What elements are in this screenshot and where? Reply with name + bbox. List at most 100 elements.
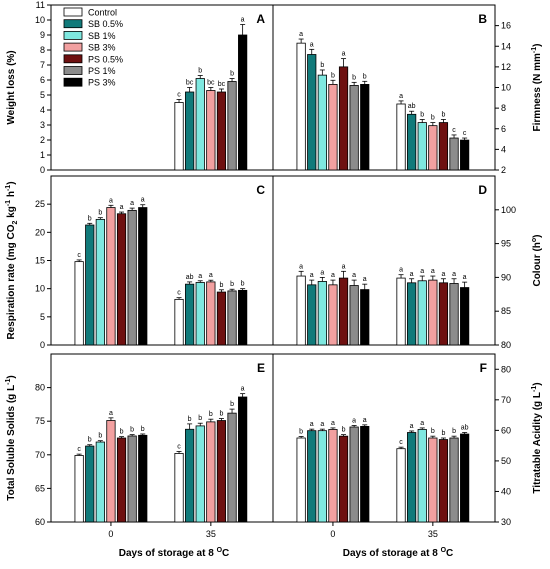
bar-sb-1--day-0 (95, 218, 105, 346)
panel-frame (272, 175, 496, 346)
significance-letter: b (431, 428, 435, 435)
bar-ps-0-5--day-35 (438, 282, 449, 346)
bar-ps-3--day-0 (360, 84, 370, 171)
significance-letter: b (230, 401, 234, 408)
significance-letter: a (241, 17, 245, 24)
legend-label: SB 3% (88, 43, 116, 53)
significance-letter: a (120, 204, 124, 211)
y-tick-label: 80 (35, 383, 45, 393)
significance-letter: a (463, 274, 467, 281)
significance-letter: a (410, 271, 414, 278)
significance-letter: a (198, 273, 202, 280)
bar-control-day-0 (74, 455, 84, 523)
significance-letter: a (299, 31, 303, 38)
bar-sb-0-5--day-0 (307, 430, 317, 523)
bar-ps-3--day-0 (360, 289, 370, 346)
bar-sb-1--day-35 (417, 429, 427, 523)
bar-ps-1--day-0 (349, 426, 359, 523)
panel-c: 0 5 10 15 20 25 C Respiration rate (mg CO2 kg-1… (5, 175, 274, 350)
y-tick-label: 60 (501, 425, 511, 435)
significance-letter: c (177, 443, 181, 450)
y-tick-label: 10 (501, 83, 511, 93)
bar-control-day-35 (174, 453, 184, 523)
bar-ps-1--day-0 (127, 209, 137, 346)
x-tick-label: 35 (206, 529, 216, 539)
significance-letter: c (399, 439, 403, 446)
legend-label: PS 0.5% (88, 54, 123, 64)
bar-ps-3--day-0 (360, 425, 370, 523)
significance-letter: a (299, 263, 303, 270)
y-tick-label: 70 (35, 450, 45, 460)
bar-sb-0-5--day-35 (407, 432, 417, 523)
bar-control-day-35 (174, 102, 184, 171)
bar-ps-1--day-0 (349, 85, 359, 171)
y-axis-title: Total Soluble Solids (g L-1) (5, 375, 17, 501)
significance-letter: a (141, 197, 145, 204)
bar-ps-3--day-35 (460, 287, 470, 346)
bar-sb-0-5--day-0 (85, 224, 95, 346)
significance-letter: a (420, 420, 424, 427)
bar-sb-0-5--day-35 (185, 428, 195, 523)
bar-sb-3--day-0 (328, 84, 338, 171)
significance-letter: b (198, 415, 202, 422)
significance-letter: b (441, 430, 445, 437)
x-axis-title-left: Days of storage at 8 OC (119, 547, 230, 559)
bar-ps-0-5--day-0 (116, 437, 127, 523)
significance-letter: b (188, 416, 192, 423)
x-tick-label: 0 (108, 529, 113, 539)
legend-label: SB 1% (88, 31, 116, 41)
y-tick-label: 6 (501, 124, 506, 134)
bar-control-day-0 (296, 437, 306, 523)
y-tick-label: 90 (501, 272, 511, 282)
bar-ps-0-5--day-0 (116, 213, 127, 346)
bar-ps-3--day-35 (238, 34, 248, 171)
panel-letter: B (478, 12, 487, 26)
significance-letter: a (310, 272, 314, 279)
bar-ps-1--day-35 (449, 437, 459, 523)
bar-control-day-35 (396, 103, 406, 171)
y-axis-title: Weight loss (%) (6, 50, 17, 124)
significance-letter: b (120, 429, 124, 436)
bar-sb-1--day-35 (195, 282, 205, 346)
significance-letter: ab (461, 425, 469, 432)
significance-letter: b (141, 426, 145, 433)
bar-ps-1--day-35 (227, 81, 237, 171)
panel-letter: D (478, 183, 487, 197)
y-tick-label: 0 (40, 340, 45, 350)
legend-swatch (63, 42, 83, 52)
legend-swatch (63, 77, 83, 87)
bar-sb-3--day-0 (106, 207, 116, 346)
legend-swatch (63, 19, 83, 29)
significance-letter: ab (408, 103, 416, 110)
x-tick-label: 0 (330, 529, 335, 539)
y-tick-label: 75 (35, 416, 45, 426)
y-tick-label: 15 (35, 256, 45, 266)
y-tick-label: 2 (501, 165, 506, 175)
panel-letter: A (256, 12, 265, 26)
significance-letter: a (109, 197, 113, 204)
legend-label: Control (88, 8, 117, 18)
bar-sb-1--day-0 (317, 430, 327, 523)
x-tick-label: 35 (428, 529, 438, 539)
y-tick-label: 9 (40, 30, 45, 40)
y-tick-label: 7 (40, 60, 45, 70)
bar-control-day-0 (296, 275, 306, 346)
significance-letter: b (209, 411, 213, 418)
bar-sb-0-5--day-0 (307, 54, 317, 171)
significance-letter: b (88, 215, 92, 222)
bar-control-day-0 (296, 42, 306, 171)
legend-swatch (63, 54, 83, 64)
significance-letter: a (130, 200, 134, 207)
significance-letter: b (241, 281, 245, 288)
bar-ps-0-5--day-35 (216, 420, 227, 523)
legend-swatch (63, 66, 83, 75)
significance-letter: b (342, 427, 346, 434)
y-tick-label: 14 (501, 41, 511, 51)
significance-letter: a (363, 417, 367, 424)
bar-ps-0-5--day-35 (216, 291, 227, 346)
y-tick-label: 60 (35, 517, 45, 527)
